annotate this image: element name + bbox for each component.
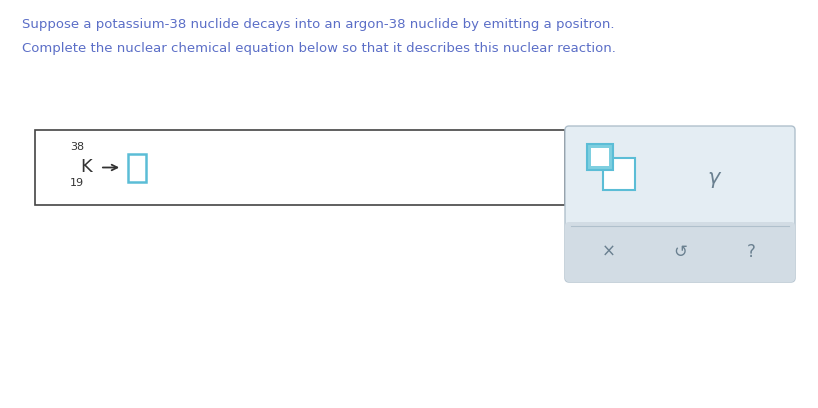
Bar — [35, 130, 565, 205]
Text: 38: 38 — [70, 142, 84, 151]
FancyBboxPatch shape — [565, 222, 795, 282]
Text: K: K — [80, 158, 92, 177]
Bar — [128, 153, 146, 182]
Bar — [587, 144, 613, 170]
Text: ↺: ↺ — [673, 243, 687, 261]
Text: ×: × — [602, 243, 616, 261]
Text: Complete the nuclear chemical equation below so that it describes this nuclear r: Complete the nuclear chemical equation b… — [22, 42, 616, 55]
Text: Suppose a potassium-38 nuclide decays into an argon-38 nuclide by emitting a pos: Suppose a potassium-38 nuclide decays in… — [22, 18, 614, 31]
FancyBboxPatch shape — [565, 126, 795, 282]
Text: 19: 19 — [70, 177, 84, 188]
Text: ?: ? — [747, 243, 756, 261]
Text: γ: γ — [707, 168, 720, 188]
Bar — [591, 148, 609, 166]
Bar — [603, 158, 635, 190]
